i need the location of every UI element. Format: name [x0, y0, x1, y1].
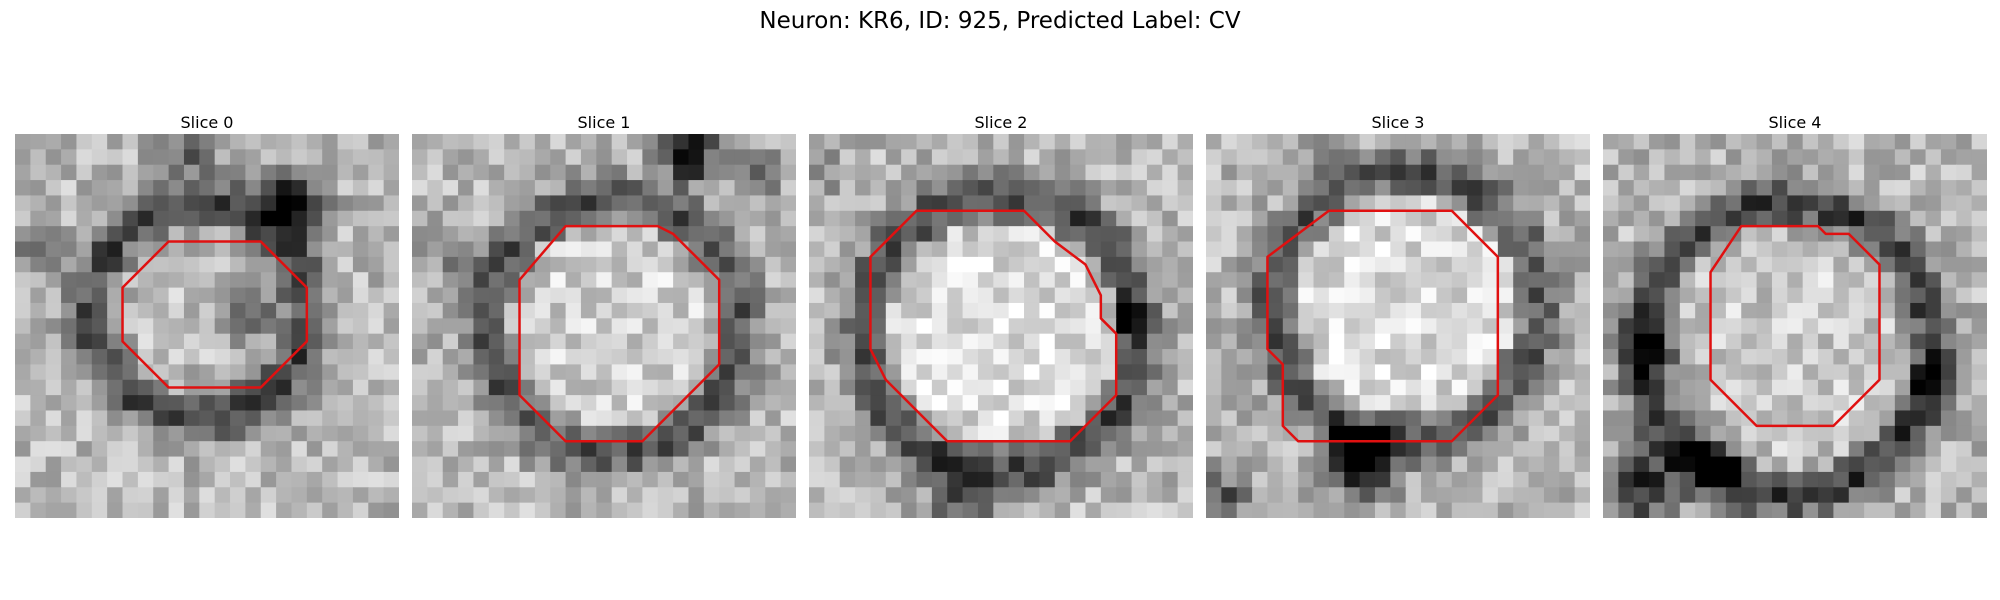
roi-contour — [1266, 209, 1500, 443]
figure-title: Neuron: KR6, ID: 925, Predicted Label: C… — [759, 8, 1241, 34]
slice-image — [1603, 134, 1987, 518]
slice-title: Slice 2 — [974, 113, 1028, 132]
slice-image — [809, 134, 1193, 518]
slice-panel-1: Slice 1 — [412, 112, 796, 518]
slice-title: Slice 0 — [180, 113, 234, 132]
slice-title: Slice 1 — [577, 113, 631, 132]
slice-panel-2: Slice 2 — [809, 112, 1193, 518]
roi-contour — [518, 224, 721, 443]
roi-contour — [869, 209, 1118, 443]
roi-contour — [1709, 224, 1881, 428]
slice-image — [15, 134, 399, 518]
slice-title: Slice 3 — [1371, 113, 1425, 132]
slice-image — [1206, 134, 1590, 518]
slice-panel-4: Slice 4 — [1603, 112, 1987, 518]
slice-panel-3: Slice 3 — [1206, 112, 1590, 518]
slice-image — [412, 134, 796, 518]
roi-contour — [121, 240, 309, 389]
slice-panel-0: Slice 0 — [15, 112, 399, 518]
slice-title: Slice 4 — [1768, 113, 1822, 132]
